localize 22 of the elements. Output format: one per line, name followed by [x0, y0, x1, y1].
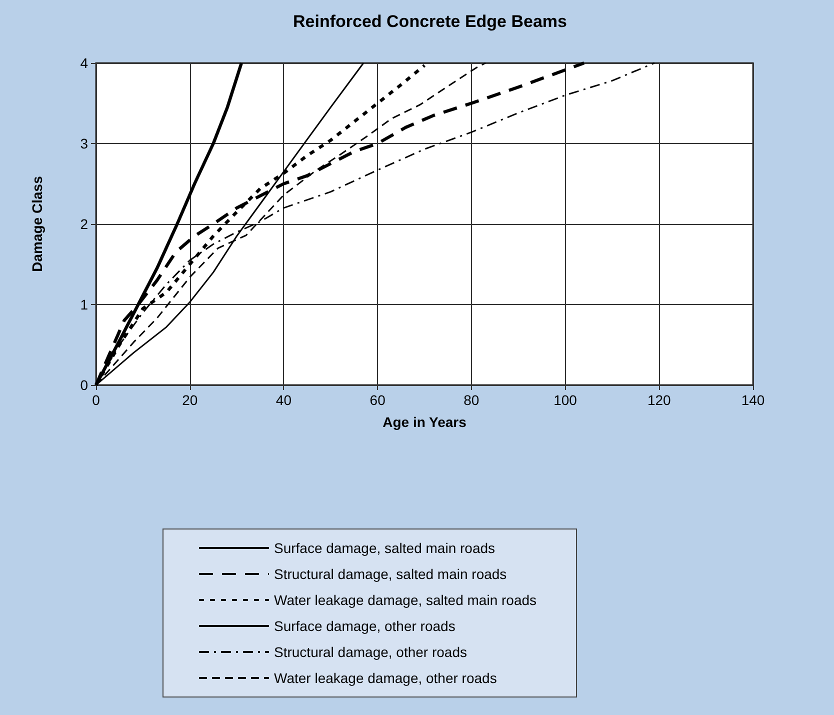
x-tick-label: 80 — [464, 392, 480, 408]
x-tick-label: 40 — [276, 392, 292, 408]
x-axis-title: Age in Years — [382, 414, 467, 430]
legend-label: Surface damage, other roads — [274, 618, 456, 634]
legend-label: Water leakage damage, salted main roads — [274, 592, 537, 608]
legend-label: Water leakage damage, other roads — [274, 670, 497, 686]
legend-label: Surface damage, salted main roads — [274, 540, 496, 556]
x-tick-label: 60 — [370, 392, 386, 408]
x-tick-label: 100 — [554, 392, 578, 408]
y-tick-label: 2 — [80, 216, 88, 232]
x-tick-label: 0 — [92, 392, 100, 408]
chart-title: Reinforced Concrete Edge Beams — [293, 12, 567, 31]
y-tick-label: 3 — [80, 136, 88, 152]
x-tick-label: 140 — [741, 392, 765, 408]
x-tick-label: 20 — [182, 392, 198, 408]
y-axis-title: Damage Class — [29, 176, 45, 272]
legend-label: Structural damage, salted main roads — [274, 566, 507, 582]
y-tick-label: 0 — [80, 377, 88, 393]
y-tick-label: 1 — [80, 296, 88, 312]
x-tick-label: 120 — [647, 392, 672, 408]
y-tick-label: 4 — [80, 55, 88, 71]
legend-label: Structural damage, other roads — [274, 644, 467, 660]
